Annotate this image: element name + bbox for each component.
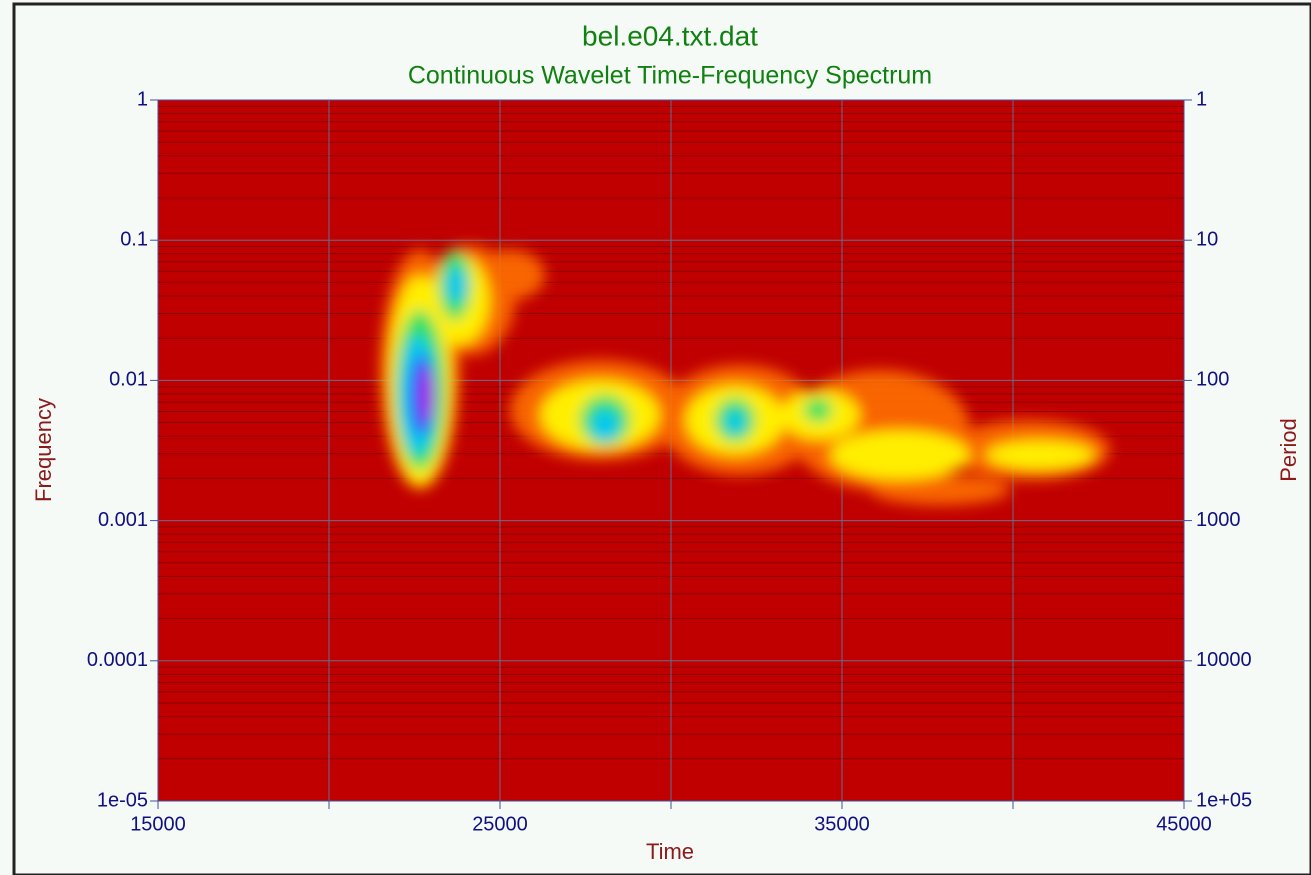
y2-axis-label: Period <box>1276 418 1301 482</box>
chart-subtitle: Continuous Wavelet Time-Frequency Spectr… <box>408 62 932 90</box>
x-tick-label: 35000 <box>814 813 870 835</box>
y-tick-label: 0.1 <box>120 228 148 250</box>
y-tick-label: 1e-05 <box>97 789 148 811</box>
x-tick-label: 25000 <box>472 813 528 835</box>
x-axis-label: Time <box>646 839 694 864</box>
y2-tick-label: 100 <box>1196 369 1229 391</box>
x-tick-label: 15000 <box>130 813 186 835</box>
y2-tick-label: 10 <box>1196 228 1218 250</box>
y2-tick-label: 1000 <box>1196 509 1241 531</box>
y2-tick-label: 1 <box>1196 88 1207 110</box>
x-tick-label: 45000 <box>1156 813 1212 835</box>
y-tick-label: 0.001 <box>98 509 148 531</box>
chart-title: bel.e04.txt.dat <box>582 20 758 51</box>
y2-tick-label: 10000 <box>1196 649 1252 671</box>
y-tick-label: 1 <box>137 88 148 110</box>
y-tick-label: 0.0001 <box>87 649 148 671</box>
y2-tick-label: 1e+05 <box>1196 789 1252 811</box>
y-axis-label: Frequency <box>31 398 56 502</box>
spectrum <box>380 245 1110 505</box>
y-tick-label: 0.01 <box>109 369 148 391</box>
